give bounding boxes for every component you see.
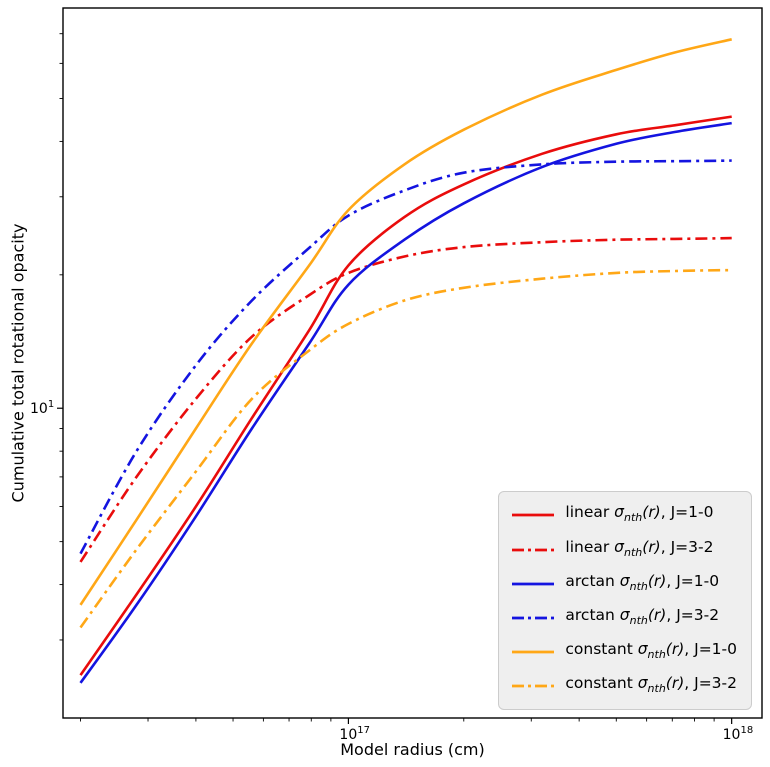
legend-line-sample [512,650,555,654]
legend-label: arctan σnth(r), J=3-2 [565,605,720,627]
legend-line-sample [512,684,555,688]
y-axis-label: Cumulative total rotational opacity [8,223,28,503]
series-line-arctan-2 [79,121,732,684]
legend-line-sample [512,582,555,586]
x-axis-label: Model radius (cm) [340,740,485,759]
series-line-constant-4 [79,38,732,606]
legend: linear σnth(r), J=1-0 linear σnth(r), J=3… [498,491,752,710]
legend-line-sample [512,548,555,551]
x-tick-label: 1018 [723,725,754,743]
axes-box [62,7,763,719]
series-line-linear-1 [79,236,732,563]
x-tick-label: 1017 [339,725,370,743]
legend-label: constant σnth(r), J=3-2 [565,673,737,695]
legend-label: linear σnth(r), J=1-0 [565,503,714,525]
legend-line-sample [512,616,555,620]
y-tick-label: 101 [30,399,54,417]
legend-label: linear σnth(r), J=3-2 [565,537,714,559]
legend-item: arctan σnth(r), J=1-0 [511,570,737,598]
legend-line-sample [512,514,555,517]
legend-item: arctan σnth(r), J=3-2 [511,604,737,632]
legend-item: constant σnth(r), J=1-0 [511,638,737,666]
legend-item: linear σnth(r), J=3-2 [511,536,737,564]
legend-label: constant σnth(r), J=1-0 [565,639,737,661]
series-line-linear-0 [79,115,732,676]
series-line-arctan-3 [79,159,732,555]
legend-item: linear σnth(r), J=1-0 [511,501,737,529]
series-line-constant-5 [79,268,732,629]
legend-label: arctan σnth(r), J=1-0 [565,571,720,593]
legend-item: constant σnth(r), J=3-2 [511,672,737,700]
